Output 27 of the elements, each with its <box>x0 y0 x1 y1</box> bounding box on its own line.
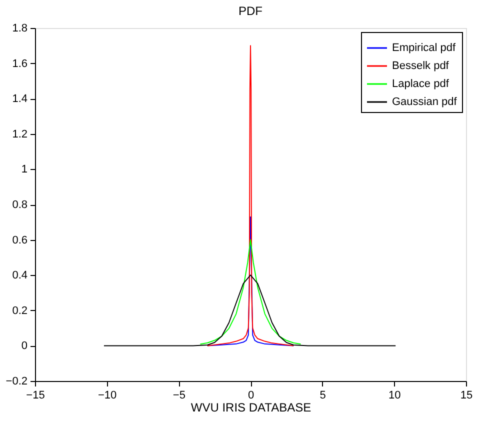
y-tick-label: 1.8 <box>12 22 28 34</box>
line-series <box>103 274 396 346</box>
chart-title: PDF <box>238 4 262 18</box>
y-tick-label: 1.2 <box>12 128 28 140</box>
y-tick-label: 0.4 <box>12 270 28 282</box>
line-series <box>206 45 294 346</box>
x-tick-label: −15 <box>26 390 45 402</box>
x-tick-label: 15 <box>460 390 473 402</box>
y-tick-label: −0.2 <box>6 376 28 388</box>
line-series <box>200 239 302 345</box>
y-tick-label: 1.6 <box>12 58 28 70</box>
y-tick-label: 0.6 <box>12 234 28 246</box>
y-tick-label: 0.8 <box>12 199 28 211</box>
x-tick-label: 5 <box>320 390 326 402</box>
x-tick-label: −10 <box>98 390 117 402</box>
x-tick-label: 10 <box>388 390 401 402</box>
y-tick-label: 1 <box>21 164 28 176</box>
y-tick-label: 1.4 <box>12 93 28 106</box>
y-tick-label: 0 <box>21 340 28 352</box>
legend-label: Laplace pdf <box>392 78 450 90</box>
x-tick-label: −5 <box>172 390 186 402</box>
y-tick-label: 0.2 <box>12 304 28 317</box>
legend-label: Besselk pdf <box>392 60 450 72</box>
legend-label: Gaussian pdf <box>392 96 458 108</box>
legend-label: Empirical pdf <box>392 42 457 54</box>
x-axis-title: WVU IRIS DATABASE <box>190 400 312 414</box>
x-tick-label: 0 <box>248 390 254 402</box>
